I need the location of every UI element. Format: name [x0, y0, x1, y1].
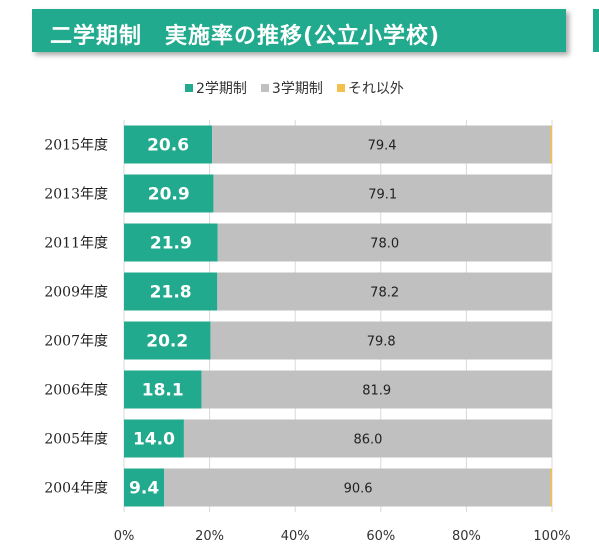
- bar-segment-2: [183, 419, 553, 458]
- y-category-label: 2005年度: [44, 432, 108, 448]
- bar-segment-2: [212, 125, 552, 164]
- legend-swatch-2gakki: [185, 84, 193, 92]
- data-label-3gakki: 79.4: [368, 139, 397, 154]
- bar-segment-2: [210, 321, 552, 360]
- bar-segment-2: [164, 468, 552, 507]
- bar-segment-1: [124, 223, 218, 262]
- bar-segment-2: [217, 223, 552, 262]
- data-label-3gakki: 78.0: [370, 237, 399, 252]
- data-label-2gakki: 20.2: [146, 332, 188, 352]
- y-category-label: 2004年度: [44, 481, 108, 497]
- x-tick-label: 0%: [114, 529, 135, 544]
- x-tick-label: 80%: [452, 529, 481, 544]
- bar-segment-1: [124, 419, 184, 458]
- data-label-2gakki: 20.6: [147, 136, 189, 156]
- legend-label-other: それ以外: [347, 81, 404, 97]
- data-label-2gakki: 20.9: [148, 185, 190, 205]
- y-category-label: 2011年度: [44, 236, 108, 252]
- bar-segment-other-marker: [550, 125, 552, 164]
- chart-title-banner: 二学期制 実施率の推移(公立小学校): [32, 9, 566, 52]
- y-category-label: 2013年度: [44, 187, 108, 203]
- bar-segment-1: [124, 370, 202, 409]
- legend-swatch-other: [336, 84, 345, 92]
- legend-label-2gakki: 2学期制: [196, 81, 247, 97]
- data-label-2gakki: 9.4: [129, 479, 159, 499]
- data-label-2gakki: 21.8: [150, 283, 192, 303]
- legend-swatch-3gakki: [260, 84, 269, 92]
- data-label-3gakki: 78.2: [370, 286, 399, 301]
- chart-title: 二学期制 実施率の推移(公立小学校): [50, 24, 441, 49]
- bar-segment-1: [124, 174, 214, 213]
- y-category-label: 2009年度: [44, 285, 108, 301]
- data-label-2gakki: 18.1: [142, 381, 184, 401]
- y-category-label: 2006年度: [44, 383, 108, 399]
- y-category-label: 2015年度: [44, 138, 108, 154]
- legend-label-3gakki: 3学期制: [271, 81, 323, 97]
- data-label-3gakki: 79.1: [368, 188, 397, 203]
- bar-segment-other-marker: [550, 468, 552, 507]
- legend-item-other: それ以外: [336, 78, 404, 98]
- bar-segment-1: [124, 125, 213, 164]
- right-accent-bar: [593, 9, 599, 52]
- x-tick-label: 40%: [281, 529, 310, 544]
- y-category-label: 2007年度: [44, 334, 108, 350]
- chart-legend: 2学期制 3学期制 それ以外: [185, 78, 404, 98]
- x-tick-label: 20%: [195, 529, 224, 544]
- data-label-2gakki: 14.0: [133, 430, 175, 450]
- data-label-3gakki: 79.8: [367, 335, 396, 350]
- data-label-3gakki: 81.9: [362, 384, 391, 399]
- data-label-3gakki: 86.0: [353, 433, 382, 448]
- data-label-2gakki: 21.9: [150, 234, 192, 254]
- bar-segment-2: [201, 370, 552, 409]
- legend-item-3gakki: 3学期制: [260, 78, 323, 98]
- bar-segment-1: [124, 468, 165, 507]
- bar-segment-1: [124, 272, 218, 311]
- bar-segment-2: [217, 272, 552, 311]
- x-tick-label: 60%: [366, 529, 395, 544]
- legend-item-2gakki: 2学期制: [185, 78, 247, 98]
- bar-segment-2: [213, 174, 552, 213]
- data-label-3gakki: 90.6: [344, 482, 373, 497]
- x-tick-label: 100%: [533, 529, 570, 544]
- bar-segment-1: [124, 321, 211, 360]
